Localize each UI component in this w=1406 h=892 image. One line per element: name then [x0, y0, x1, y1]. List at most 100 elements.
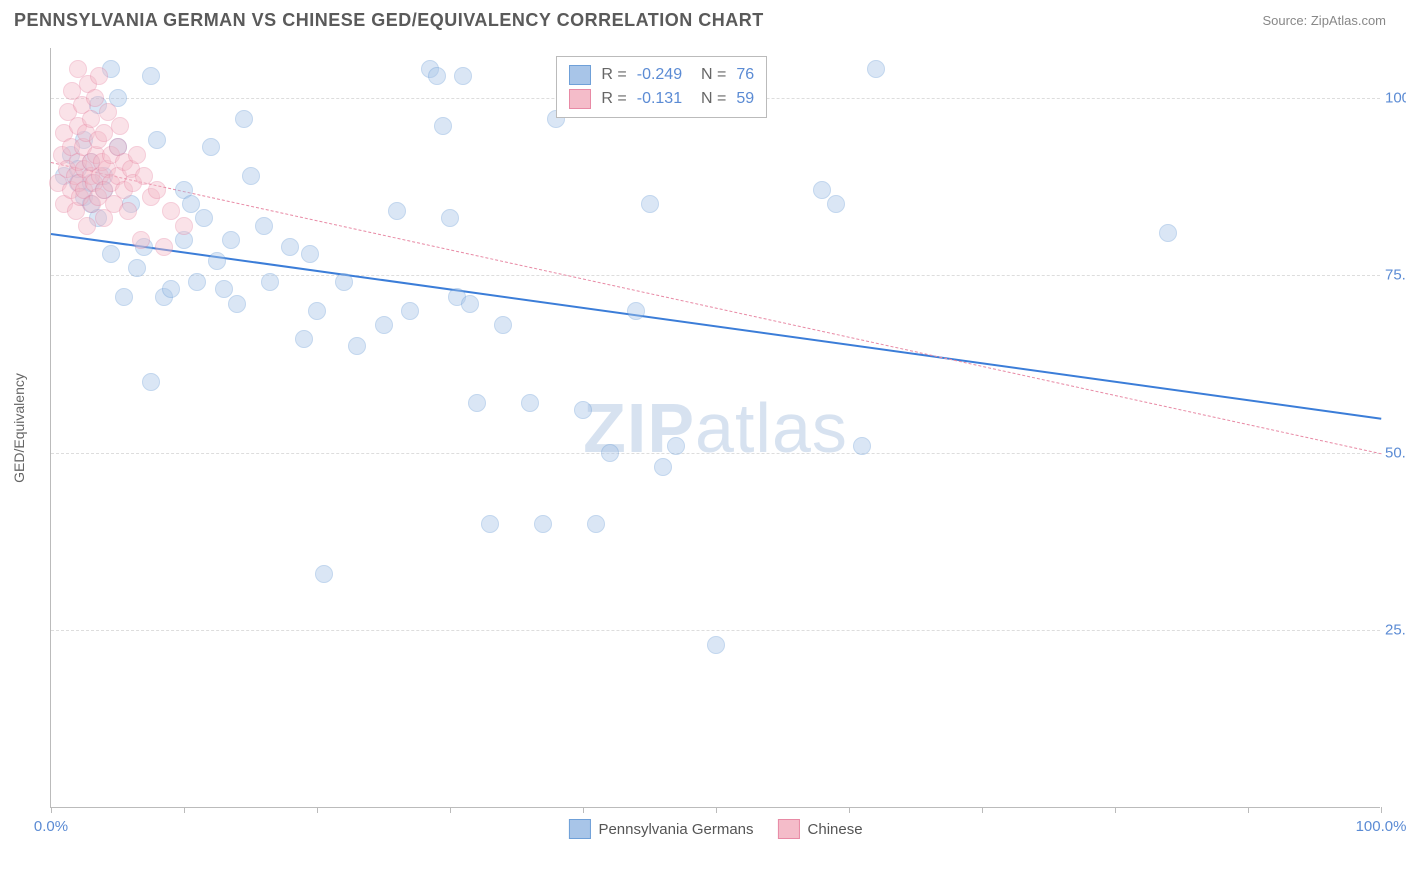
scatter-point — [128, 146, 146, 164]
watermark: ZIPatlas — [583, 388, 848, 468]
x-tick — [1115, 807, 1116, 813]
scatter-point — [468, 394, 486, 412]
x-tick — [450, 807, 451, 813]
legend-swatch — [568, 819, 590, 839]
y-tick-label: 75.0% — [1385, 267, 1406, 284]
stats-row: R = -0.131 N = 59 — [569, 87, 754, 111]
scatter-point — [601, 444, 619, 462]
scatter-point — [481, 515, 499, 533]
scatter-point — [222, 231, 240, 249]
scatter-point — [534, 515, 552, 533]
stats-legend: R = -0.249 N = 76 R = -0.131 N = 59 — [556, 56, 767, 118]
x-tick-label: 100.0% — [1356, 818, 1406, 835]
scatter-point — [441, 209, 459, 227]
scatter-point — [521, 394, 539, 412]
scatter-point — [813, 181, 831, 199]
x-tick — [716, 807, 717, 813]
scatter-point — [132, 231, 150, 249]
scatter-point — [148, 131, 166, 149]
stat-label: R = — [601, 90, 626, 108]
scatter-point — [627, 302, 645, 320]
scatter-point — [308, 302, 326, 320]
scatter-point — [175, 217, 193, 235]
scatter-point — [208, 252, 226, 270]
scatter-point — [119, 202, 137, 220]
scatter-point — [242, 167, 260, 185]
x-tick — [51, 807, 52, 813]
scatter-point — [335, 273, 353, 291]
stat-label: N = — [692, 66, 726, 84]
scatter-point — [301, 245, 319, 263]
scatter-point — [641, 195, 659, 213]
stat-label: N = — [692, 90, 726, 108]
scatter-point — [315, 565, 333, 583]
scatter-point — [494, 316, 512, 334]
scatter-point — [142, 67, 160, 85]
stats-row: R = -0.249 N = 76 — [569, 63, 754, 87]
scatter-point — [202, 138, 220, 156]
scatter-point — [235, 110, 253, 128]
scatter-point — [454, 67, 472, 85]
y-tick-label: 50.0% — [1385, 444, 1406, 461]
scatter-point — [827, 195, 845, 213]
legend-swatch — [569, 89, 591, 109]
x-tick — [982, 807, 983, 813]
scatter-point — [188, 273, 206, 291]
x-tick — [1381, 807, 1382, 813]
scatter-point — [182, 195, 200, 213]
scatter-point — [461, 295, 479, 313]
stat-r-value: -0.249 — [637, 66, 682, 84]
scatter-point — [215, 280, 233, 298]
gridline — [51, 275, 1380, 276]
scatter-point — [375, 316, 393, 334]
scatter-point — [86, 89, 104, 107]
x-tick — [184, 807, 185, 813]
scatter-point — [155, 238, 173, 256]
trend-line — [51, 233, 1381, 420]
scatter-point — [654, 458, 672, 476]
trend-line — [51, 162, 1381, 454]
source-label: Source: ZipAtlas.com — [1262, 13, 1386, 28]
x-tick — [317, 807, 318, 813]
header: PENNSYLVANIA GERMAN VS CHINESE GED/EQUIV… — [0, 0, 1406, 37]
scatter-point — [195, 209, 213, 227]
scatter-point — [162, 280, 180, 298]
scatter-point — [867, 60, 885, 78]
scatter-point — [115, 288, 133, 306]
y-tick-label: 25.0% — [1385, 622, 1406, 639]
y-axis-title: GED/Equivalency — [11, 373, 27, 483]
legend-item: Pennsylvania Germans — [568, 819, 753, 839]
legend-label: Pennsylvania Germans — [598, 821, 753, 838]
scatter-point — [78, 217, 96, 235]
scatter-point — [401, 302, 419, 320]
y-tick-label: 100.0% — [1385, 89, 1406, 106]
scatter-point — [574, 401, 592, 419]
scatter-point — [707, 636, 725, 654]
x-tick-label: 0.0% — [34, 818, 68, 835]
stat-n-value: 59 — [736, 90, 754, 108]
scatter-point — [295, 330, 313, 348]
gridline — [51, 453, 1380, 454]
legend-swatch — [778, 819, 800, 839]
scatter-point — [90, 67, 108, 85]
scatter-point — [148, 181, 166, 199]
scatter-point — [142, 373, 160, 391]
scatter-point — [228, 295, 246, 313]
x-tick — [583, 807, 584, 813]
scatter-point — [281, 238, 299, 256]
legend-label: Chinese — [808, 821, 863, 838]
stat-r-value: -0.131 — [637, 90, 682, 108]
scatter-point — [128, 259, 146, 277]
scatter-point — [255, 217, 273, 235]
scatter-point — [261, 273, 279, 291]
stat-n-value: 76 — [736, 66, 754, 84]
scatter-point — [1159, 224, 1177, 242]
scatter-point — [82, 110, 100, 128]
scatter-point — [111, 117, 129, 135]
scatter-point — [135, 167, 153, 185]
stat-label: R = — [601, 66, 626, 84]
chart-title: PENNSYLVANIA GERMAN VS CHINESE GED/EQUIV… — [14, 10, 764, 31]
scatter-chart: GED/Equivalency ZIPatlas 25.0%50.0%75.0%… — [50, 48, 1380, 808]
scatter-point — [348, 337, 366, 355]
scatter-point — [162, 202, 180, 220]
